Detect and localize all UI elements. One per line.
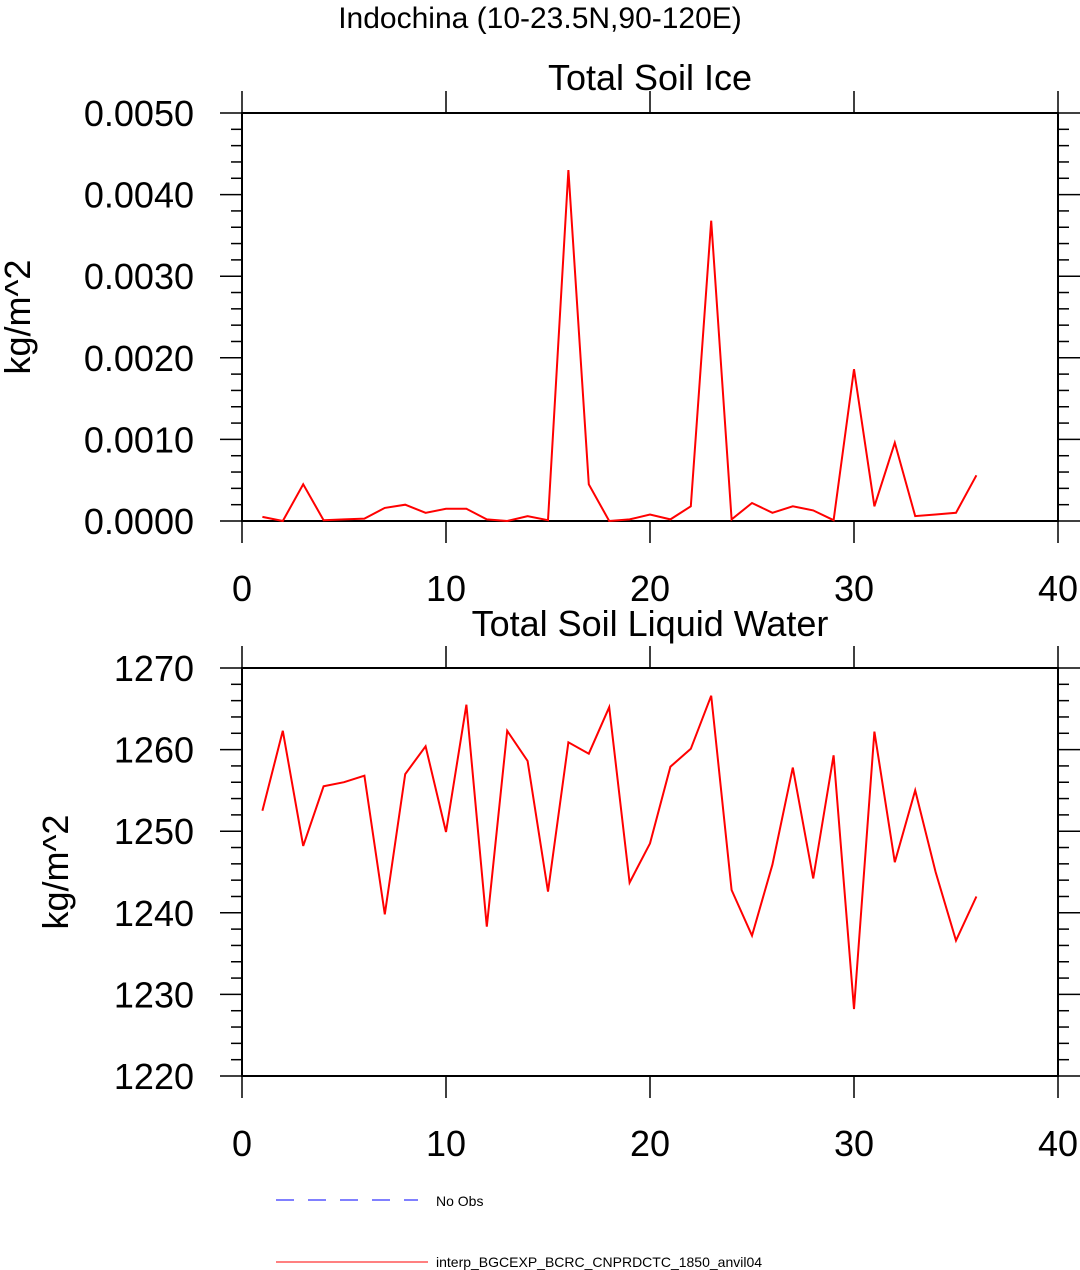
y-tick-label: 1230 bbox=[114, 974, 194, 1015]
x-tick-label: 10 bbox=[426, 1123, 466, 1164]
y-axis-label: kg/m^2 bbox=[0, 260, 38, 375]
y-tick-label: 1270 bbox=[114, 648, 194, 689]
x-tick-label: 40 bbox=[1038, 1123, 1078, 1164]
y-tick-label: 1260 bbox=[114, 730, 194, 771]
chart-title: Total Soil Liquid Water bbox=[472, 603, 829, 644]
x-tick-label: 0 bbox=[232, 1123, 252, 1164]
y-axis-label: kg/m^2 bbox=[35, 815, 76, 930]
x-tick-label: 40 bbox=[1038, 568, 1078, 609]
series-line bbox=[262, 170, 978, 523]
y-tick-label: 0.0020 bbox=[84, 338, 194, 379]
y-tick-label: 0.0030 bbox=[84, 256, 194, 297]
y-tick-label: 0.0050 bbox=[84, 93, 194, 134]
y-tick-label: 1250 bbox=[114, 811, 194, 852]
x-tick-label: 30 bbox=[834, 568, 874, 609]
chart-panel-total-soil-liquid-water: Total Soil Liquid Water kg/m^2 1220 1230 124… bbox=[35, 603, 1080, 1164]
legend-label-no-obs: No Obs bbox=[436, 1193, 483, 1209]
series-line bbox=[261, 695, 978, 1010]
x-tick-label: 20 bbox=[630, 1123, 670, 1164]
y-tick-label: 0.0040 bbox=[84, 175, 194, 216]
plot-frame bbox=[241, 112, 1059, 522]
figure-title: Indochina (10-23.5N,90-120E) bbox=[338, 2, 742, 35]
y-tick-label: 0.0000 bbox=[84, 501, 194, 542]
x-tick-label: 30 bbox=[834, 1123, 874, 1164]
legend: No Obs interp_BGCEXP_BCRC_CNPRDCTC_1850_… bbox=[276, 1193, 762, 1270]
x-tick-label: 0 bbox=[232, 568, 252, 609]
chart-panel-total-soil-ice: Total Soil Icekg/m^20.00000.00100.00200.… bbox=[0, 57, 1080, 609]
y-tick-label: 1220 bbox=[114, 1056, 194, 1097]
x-tick-label: 10 bbox=[426, 568, 466, 609]
x-tick-label: 20 bbox=[630, 568, 670, 609]
y-tick-label: 0.0010 bbox=[84, 419, 194, 460]
y-tick-label: 1240 bbox=[114, 893, 194, 934]
legend-label-model: interp_BGCEXP_BCRC_CNPRDCTC_1850_anvil04 bbox=[436, 1254, 762, 1270]
